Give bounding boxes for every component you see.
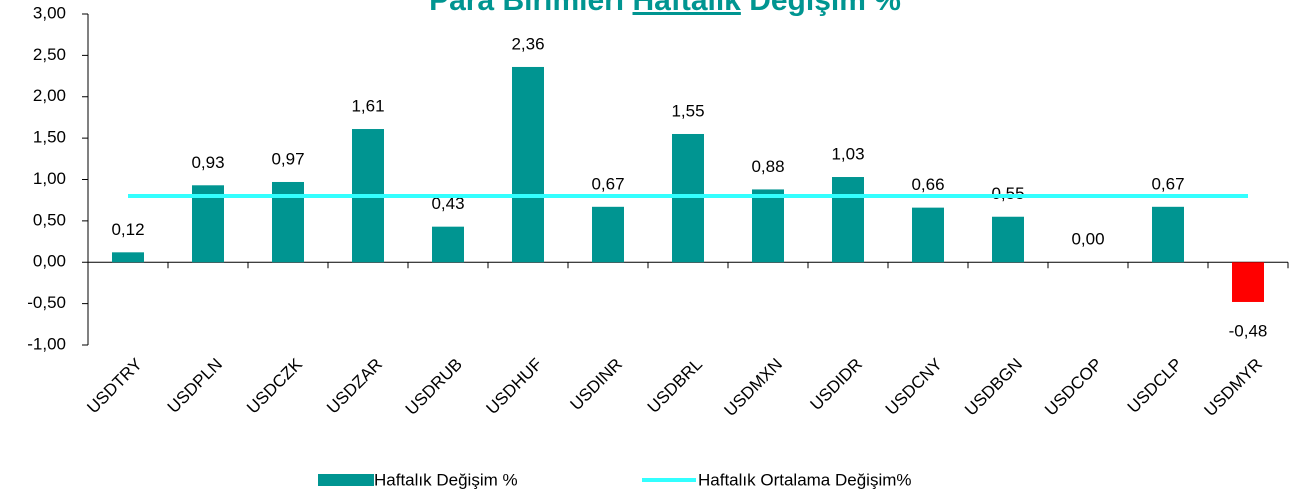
y-tick-label: 0,00 <box>33 252 66 271</box>
title-part: Para Birimleri <box>429 0 632 17</box>
bar <box>672 133 704 263</box>
bar <box>1232 262 1264 302</box>
data-label: 0,55 <box>991 184 1024 203</box>
bar <box>192 185 224 263</box>
bar <box>512 66 544 263</box>
data-label: 1,61 <box>351 97 384 116</box>
x-tick-label: USDMYR <box>1200 355 1266 421</box>
x-tick-label: USDTRY <box>83 355 146 418</box>
legend-label: Haftalık Ortalama Değişim% <box>698 470 912 489</box>
legend-swatch <box>318 474 374 486</box>
bar <box>272 181 304 263</box>
data-label: 1,55 <box>671 101 704 120</box>
x-tick-label: USDPLN <box>164 355 226 417</box>
y-tick-label: 0,50 <box>33 210 66 229</box>
bar <box>912 207 944 263</box>
y-tick-label: -1,00 <box>27 334 66 353</box>
x-tick-label: USDRUB <box>402 355 466 419</box>
bar <box>592 206 624 263</box>
x-tick-label: USDMXN <box>720 355 786 421</box>
x-tick-label: USDINR <box>566 355 626 415</box>
chart-title: Para Birimleri Haftalık Değişim % <box>429 0 901 17</box>
x-tick-label: USDCNY <box>882 355 946 419</box>
data-label: 0,66 <box>911 175 944 194</box>
bar <box>752 189 784 263</box>
legend-label: Haftalık Değişim % <box>374 470 518 489</box>
x-tick-label: USDZAR <box>323 355 386 418</box>
x-tick-label: USDBGN <box>961 355 1026 420</box>
data-label: 0,88 <box>751 157 784 176</box>
bar <box>112 252 144 263</box>
title-part: Haftalık <box>633 0 742 17</box>
x-tick-label: USDIDR <box>806 355 866 415</box>
y-tick-label: 3,00 <box>33 3 66 22</box>
data-label: 2,36 <box>511 34 544 53</box>
bar <box>432 226 464 263</box>
data-label: 0,93 <box>191 153 224 172</box>
x-tick-label: USDCLP <box>1124 355 1186 417</box>
data-label: -0,48 <box>1229 321 1268 340</box>
data-label: 0,43 <box>431 194 464 213</box>
data-label: 0,12 <box>111 220 144 239</box>
data-label: 0,97 <box>271 149 304 168</box>
x-tick-label: USDBRL <box>644 355 706 417</box>
title-part: Değişim % <box>741 0 901 17</box>
y-tick-label: -0,50 <box>27 293 66 312</box>
y-tick-label: 2,50 <box>33 45 66 64</box>
data-label: 0,67 <box>1151 174 1184 193</box>
y-tick-label: 2,00 <box>33 86 66 105</box>
bar <box>1152 206 1184 263</box>
bar <box>992 216 1024 263</box>
x-tick-label: USDCOP <box>1041 355 1106 420</box>
data-label: 0,00 <box>1071 230 1104 249</box>
data-label: 1,03 <box>831 145 864 164</box>
x-tick-label: USDCZK <box>243 354 306 417</box>
y-tick-label: 1,00 <box>33 169 66 188</box>
bar <box>832 177 864 263</box>
y-tick-label: 1,50 <box>33 128 66 147</box>
data-label: 0,67 <box>591 174 624 193</box>
x-tick-label: USDHUF <box>482 355 546 419</box>
